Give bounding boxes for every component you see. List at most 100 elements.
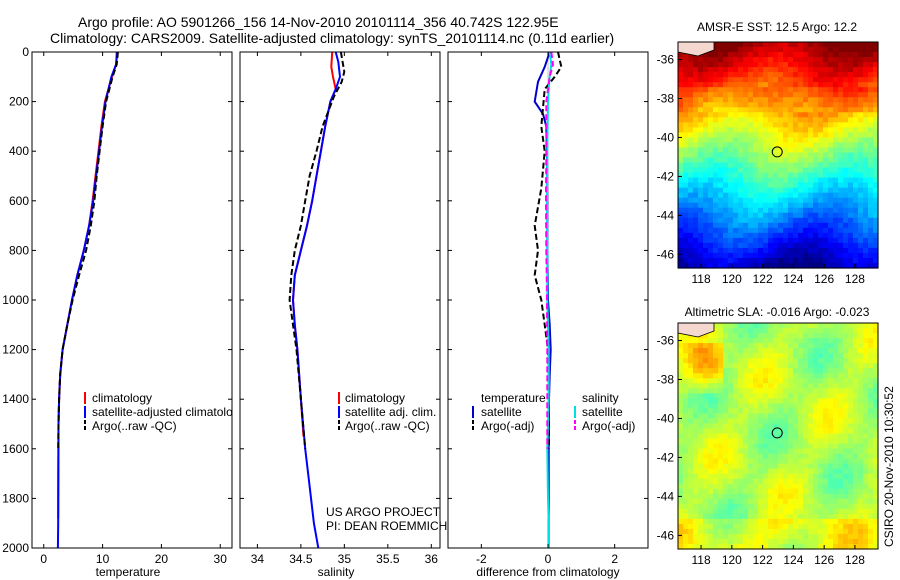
heatmap-cell xyxy=(683,368,689,374)
heatmap-cell xyxy=(823,82,829,88)
heatmap-cell xyxy=(838,212,844,219)
heatmap-cell xyxy=(728,453,734,460)
heatmap-cell xyxy=(708,87,714,93)
heatmap-cell xyxy=(813,197,819,204)
heatmap-cell xyxy=(828,333,834,339)
heatmap-cell xyxy=(873,237,879,244)
heatmap-cell xyxy=(708,237,714,244)
heatmap-cell xyxy=(813,167,819,174)
heatmap-cell xyxy=(833,177,839,184)
heatmap-cell xyxy=(798,87,804,93)
heatmap-cell xyxy=(773,388,779,394)
heatmap-cell xyxy=(778,42,784,48)
heatmap-cell xyxy=(823,87,829,93)
heatmap-cell xyxy=(678,483,684,490)
heatmap-cell xyxy=(718,182,724,189)
heatmap-cell xyxy=(778,328,784,334)
heatmap-cell xyxy=(773,127,779,133)
heatmap-cell xyxy=(818,488,824,495)
heatmap-cell xyxy=(728,127,734,133)
heatmap-cell xyxy=(718,112,724,118)
heatmap-cell xyxy=(868,413,874,420)
heatmap-cell xyxy=(728,363,734,369)
heatmap-cell xyxy=(763,132,769,139)
heatmap-cell xyxy=(728,197,734,204)
heatmap-cell xyxy=(753,453,759,460)
heatmap-cell xyxy=(803,77,809,83)
heatmap-cell xyxy=(708,172,714,179)
heatmap-cell xyxy=(758,513,764,520)
heatmap-cell xyxy=(683,157,689,164)
heatmap-cell xyxy=(848,87,854,93)
difference-xlabel: difference from climatology xyxy=(476,565,619,579)
heatmap-cell xyxy=(693,398,699,404)
heatmap-cell xyxy=(838,488,844,495)
heatmap-cell xyxy=(688,152,694,159)
heatmap-cell xyxy=(798,212,804,219)
heatmap-cell xyxy=(713,413,719,420)
heatmap-cell xyxy=(858,137,864,144)
heatmap-cell xyxy=(753,42,759,48)
heatmap-cell xyxy=(838,543,844,550)
map-x-tick-label: 118 xyxy=(692,553,711,567)
heatmap-cell xyxy=(678,348,684,354)
heatmap-cell xyxy=(718,518,724,525)
heatmap-cell xyxy=(758,77,764,83)
heatmap-cell xyxy=(693,152,699,159)
heatmap-cell xyxy=(848,72,854,78)
heatmap-cell xyxy=(718,458,724,465)
heatmap-cell xyxy=(813,82,819,88)
heatmap-cell xyxy=(718,428,724,435)
heatmap-cell xyxy=(738,262,744,269)
heatmap-cell xyxy=(678,533,684,540)
heatmap-cell xyxy=(858,388,864,394)
heatmap-cell xyxy=(868,92,874,98)
heatmap-cell xyxy=(703,152,709,159)
heatmap-cell xyxy=(773,338,779,344)
heatmap-cell xyxy=(718,533,724,540)
heatmap-cell xyxy=(833,463,839,470)
heatmap-cell xyxy=(848,112,854,118)
heatmap-cell xyxy=(753,187,759,194)
heatmap-cell xyxy=(843,458,849,465)
heatmap-cell xyxy=(763,237,769,244)
heatmap-cell xyxy=(848,217,854,224)
heatmap-cell xyxy=(873,543,879,550)
heatmap-cell xyxy=(758,333,764,339)
heatmap-cell xyxy=(678,498,684,505)
heatmap-cell xyxy=(773,107,779,113)
map-x-tick-label: 120 xyxy=(722,272,742,286)
heatmap-cell xyxy=(753,513,759,520)
heatmap-cell xyxy=(698,343,704,349)
heatmap-cell xyxy=(798,508,804,515)
heatmap-cell xyxy=(718,87,724,93)
heatmap-cell xyxy=(678,242,684,249)
heatmap-cell xyxy=(743,523,749,530)
heatmap-cell xyxy=(763,488,769,495)
heatmap-cell xyxy=(763,543,769,550)
heatmap-cell xyxy=(873,493,879,500)
heatmap-cell xyxy=(703,398,709,404)
heatmap-cell xyxy=(713,42,719,48)
heatmap-cell xyxy=(768,257,774,264)
heatmap-cell xyxy=(828,438,834,445)
heatmap-cell xyxy=(683,222,689,229)
heatmap-cell xyxy=(723,262,729,269)
heatmap-cell xyxy=(823,523,829,530)
heatmap-cell xyxy=(688,408,694,414)
heatmap-cell xyxy=(818,142,824,149)
heatmap-cell xyxy=(853,498,859,505)
heatmap-cell xyxy=(803,378,809,384)
heatmap-cell xyxy=(813,358,819,364)
heatmap-cell xyxy=(758,227,764,234)
heatmap-cell xyxy=(718,122,724,128)
heatmap-cell xyxy=(718,523,724,530)
heatmap-cell xyxy=(753,338,759,344)
heatmap-cell xyxy=(753,52,759,58)
heatmap-cell xyxy=(843,117,849,123)
heatmap-cell xyxy=(843,72,849,78)
heatmap-cell xyxy=(773,383,779,389)
heatmap-cell xyxy=(853,508,859,515)
heatmap-cell xyxy=(783,207,789,214)
map-x-tick-label: 124 xyxy=(783,272,803,286)
